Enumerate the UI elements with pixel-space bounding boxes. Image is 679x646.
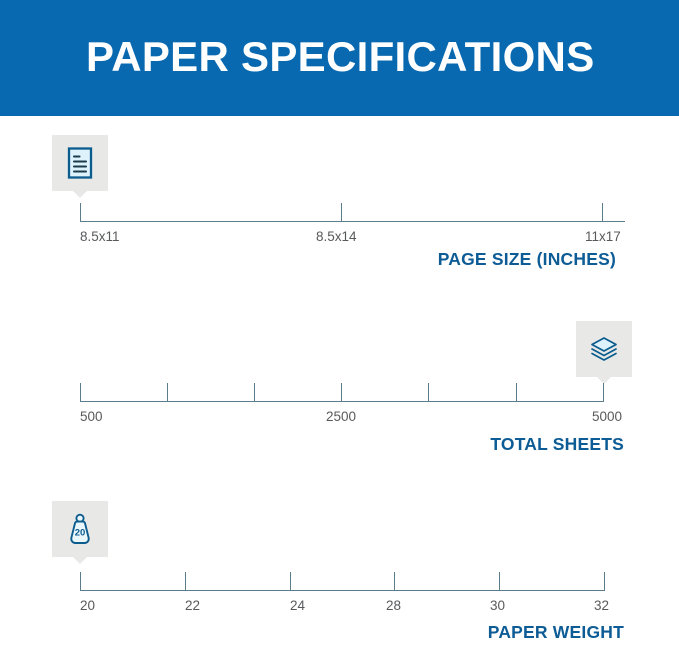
svg-text:20: 20: [75, 527, 86, 538]
